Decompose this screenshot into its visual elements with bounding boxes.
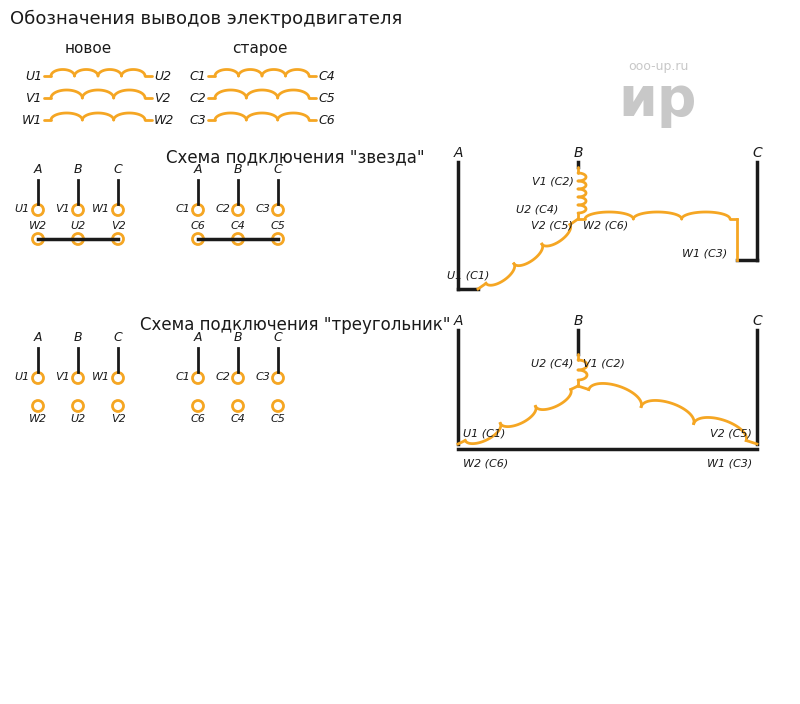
Text: W2: W2: [154, 113, 174, 127]
Text: U1 (C1): U1 (C1): [447, 271, 489, 281]
Text: Обозначения выводов электродвигателя: Обозначения выводов электродвигателя: [10, 10, 402, 28]
Text: C1: C1: [175, 204, 190, 214]
Text: C1: C1: [190, 70, 206, 82]
Text: A: A: [194, 331, 202, 344]
Text: C: C: [752, 146, 762, 160]
Text: C5: C5: [270, 221, 286, 231]
Text: W1: W1: [92, 204, 110, 214]
Text: V2: V2: [110, 221, 126, 231]
Text: C6: C6: [190, 221, 206, 231]
Text: C5: C5: [318, 92, 334, 104]
Text: B: B: [234, 163, 242, 176]
Text: U2: U2: [70, 414, 86, 424]
Text: V1 (C2): V1 (C2): [532, 177, 574, 187]
Text: Схема подключения "звезда": Схема подключения "звезда": [166, 148, 424, 166]
Text: C1: C1: [175, 372, 190, 382]
Text: C: C: [114, 163, 122, 176]
Text: U2: U2: [154, 70, 171, 82]
Text: C4: C4: [318, 70, 334, 82]
Text: C3: C3: [255, 372, 270, 382]
Text: W2 (C6): W2 (C6): [463, 459, 508, 469]
Text: U1: U1: [14, 372, 30, 382]
Text: C5: C5: [270, 414, 286, 424]
Text: V2: V2: [154, 92, 170, 104]
Text: W1: W1: [22, 113, 42, 127]
Text: V1 (C2): V1 (C2): [583, 359, 625, 369]
Text: V2: V2: [110, 414, 126, 424]
Text: A: A: [34, 163, 42, 176]
Text: V1: V1: [26, 92, 42, 104]
Text: U1: U1: [25, 70, 42, 82]
Text: C: C: [114, 331, 122, 344]
Text: B: B: [574, 314, 582, 328]
Text: A: A: [454, 314, 462, 328]
Text: U1 (C1): U1 (C1): [463, 429, 506, 439]
Text: U2: U2: [70, 221, 86, 231]
Text: A: A: [454, 146, 462, 160]
Text: W1 (C3): W1 (C3): [706, 459, 752, 469]
Text: W1: W1: [92, 372, 110, 382]
Text: B: B: [574, 146, 582, 160]
Text: B: B: [74, 163, 82, 176]
Text: новое: новое: [64, 41, 112, 56]
Text: старое: старое: [232, 41, 288, 56]
Text: V1: V1: [55, 372, 70, 382]
Text: W1 (C3): W1 (C3): [682, 248, 727, 258]
Text: B: B: [74, 331, 82, 344]
Text: ooo-up.ru: ooo-up.ru: [628, 60, 688, 73]
Text: B: B: [234, 331, 242, 344]
Text: U1: U1: [14, 204, 30, 214]
Text: W2 (C6): W2 (C6): [583, 221, 628, 231]
Text: U2 (C4): U2 (C4): [516, 204, 558, 214]
Text: U2 (C4): U2 (C4): [530, 359, 573, 369]
Text: C: C: [274, 163, 282, 176]
Text: C6: C6: [190, 414, 206, 424]
Text: V2 (C5): V2 (C5): [531, 221, 573, 231]
Text: C2: C2: [190, 92, 206, 104]
Text: ир: ир: [618, 74, 698, 128]
Text: C2: C2: [215, 204, 230, 214]
Text: W2: W2: [29, 221, 47, 231]
Text: C2: C2: [215, 372, 230, 382]
Text: A: A: [194, 163, 202, 176]
Text: A: A: [34, 331, 42, 344]
Text: W2: W2: [29, 414, 47, 424]
Text: C4: C4: [230, 414, 246, 424]
Text: Схема подключения "треугольник": Схема подключения "треугольник": [140, 316, 450, 334]
Text: C3: C3: [255, 204, 270, 214]
Text: C: C: [274, 331, 282, 344]
Text: C: C: [752, 314, 762, 328]
Text: C4: C4: [230, 221, 246, 231]
Text: V1: V1: [55, 204, 70, 214]
Text: V2 (C5): V2 (C5): [710, 429, 752, 439]
Text: C6: C6: [318, 113, 334, 127]
Text: C3: C3: [190, 113, 206, 127]
